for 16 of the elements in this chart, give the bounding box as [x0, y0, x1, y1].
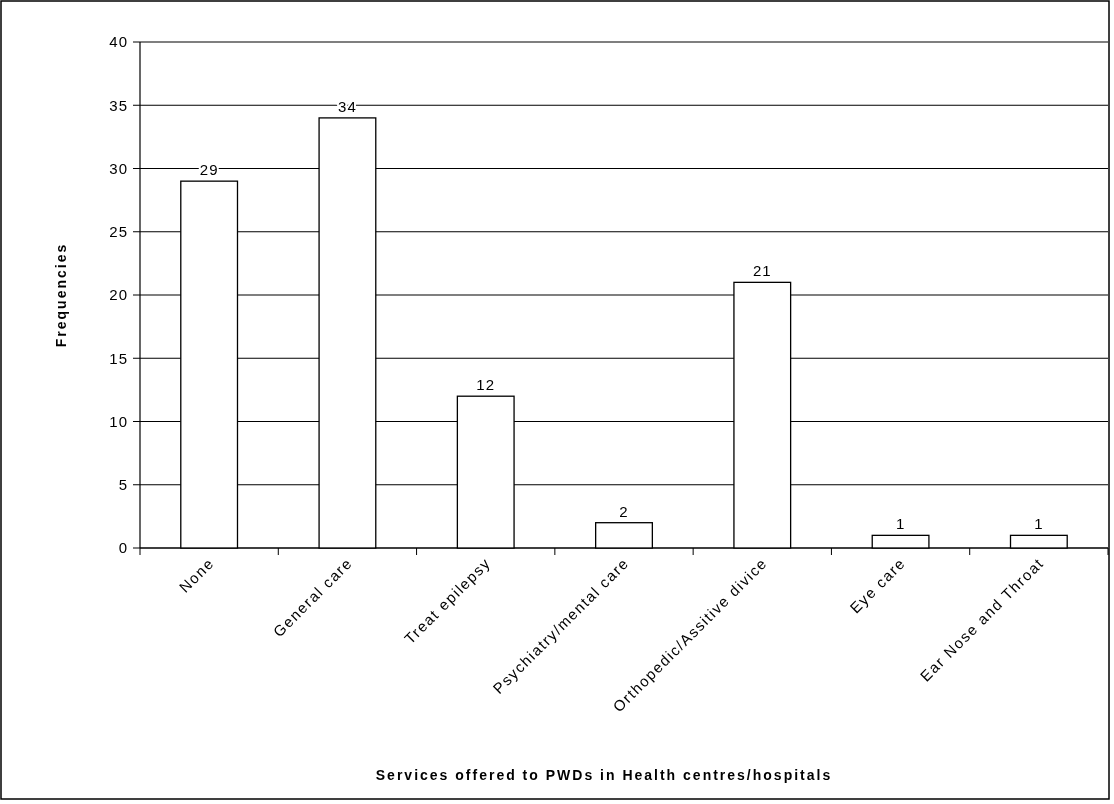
- y-tick-label: 10: [109, 412, 128, 430]
- data-label: 12: [476, 376, 496, 394]
- y-tick-label: 0: [118, 539, 128, 557]
- x-axis-title: Services offered to PWDs in Health centres/hospitals: [375, 767, 833, 783]
- data-label: 2: [619, 502, 629, 520]
- y-tick-label: 35: [109, 96, 128, 114]
- y-tick-label: 40: [109, 33, 128, 51]
- y-tick-label: 15: [109, 349, 128, 367]
- data-label: 1: [1034, 515, 1044, 533]
- y-tick-label: 5: [118, 476, 128, 493]
- data-label: 21: [752, 262, 772, 280]
- y-axis-title: Frequencies: [53, 242, 69, 348]
- y-tick-label: 30: [109, 159, 128, 177]
- data-label: 1: [895, 515, 906, 533]
- y-tick-label: 20: [109, 286, 128, 304]
- y-tick-label: 25: [109, 223, 128, 240]
